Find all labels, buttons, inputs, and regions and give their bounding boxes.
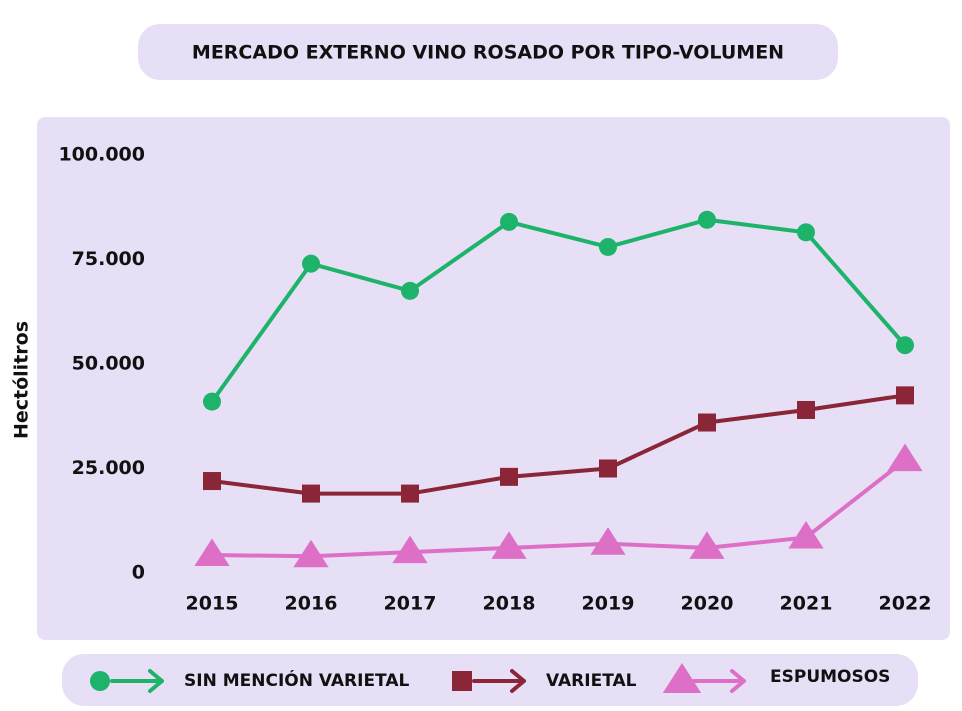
- x-tick-label: 2018: [483, 593, 536, 615]
- data-point: [689, 531, 725, 559]
- y-tick-label: 100.000: [58, 144, 145, 166]
- legend-arrow: [692, 669, 746, 693]
- data-point: [293, 539, 329, 568]
- data-point: [392, 535, 428, 564]
- data-point: [500, 212, 518, 231]
- data-point: [698, 413, 716, 432]
- data-point: [896, 336, 914, 355]
- data-point: [788, 520, 824, 549]
- legend-marker: [452, 671, 472, 691]
- data-point: [491, 531, 527, 559]
- series-line: [211, 458, 907, 559]
- y-axis-label: Hectólitros: [11, 321, 33, 439]
- data-point: [203, 392, 221, 411]
- y-tick-label: 0: [132, 562, 145, 584]
- data-point: [599, 237, 617, 256]
- legend-label: ESPUMOSOS: [770, 667, 890, 687]
- data-point: [500, 467, 518, 486]
- legend-arrow: [472, 669, 526, 693]
- x-tick-label: 2020: [681, 593, 734, 615]
- data-point: [599, 459, 617, 478]
- data-point: [797, 223, 815, 242]
- legend-label: SIN MENCIÓN VARIETAL: [184, 669, 409, 691]
- data-point: [896, 386, 914, 405]
- y-tick-label: 50.000: [72, 353, 145, 375]
- legend-marker: [90, 671, 110, 691]
- x-tick-label: 2021: [780, 593, 833, 615]
- x-tick-label: 2015: [186, 593, 239, 615]
- data-point: [797, 400, 815, 419]
- data-point: [698, 210, 716, 229]
- data-point: [302, 254, 320, 273]
- legend-marker: [662, 663, 702, 693]
- data-point: [887, 443, 923, 472]
- data-point: [302, 484, 320, 503]
- chart-title: MERCADO EXTERNO VINO ROSADO POR TIPO-VOL…: [192, 42, 784, 64]
- x-tick-label: 2022: [879, 593, 932, 615]
- data-point: [590, 527, 626, 555]
- x-tick-label: 2016: [285, 593, 338, 615]
- y-tick-label: 25.000: [72, 457, 145, 479]
- data-point: [194, 538, 230, 567]
- data-point: [203, 472, 221, 491]
- legend-label: VARIETAL: [546, 671, 637, 691]
- data-point: [401, 281, 419, 300]
- legend-arrow: [110, 669, 164, 693]
- y-tick-label: 75.000: [72, 248, 145, 270]
- data-point: [401, 484, 419, 503]
- plot-panel: [37, 117, 950, 640]
- x-tick-label: 2017: [384, 593, 437, 615]
- x-tick-label: 2019: [582, 593, 635, 615]
- title-pill: [138, 24, 838, 80]
- series-line: [210, 217, 907, 403]
- series-line: [211, 393, 906, 496]
